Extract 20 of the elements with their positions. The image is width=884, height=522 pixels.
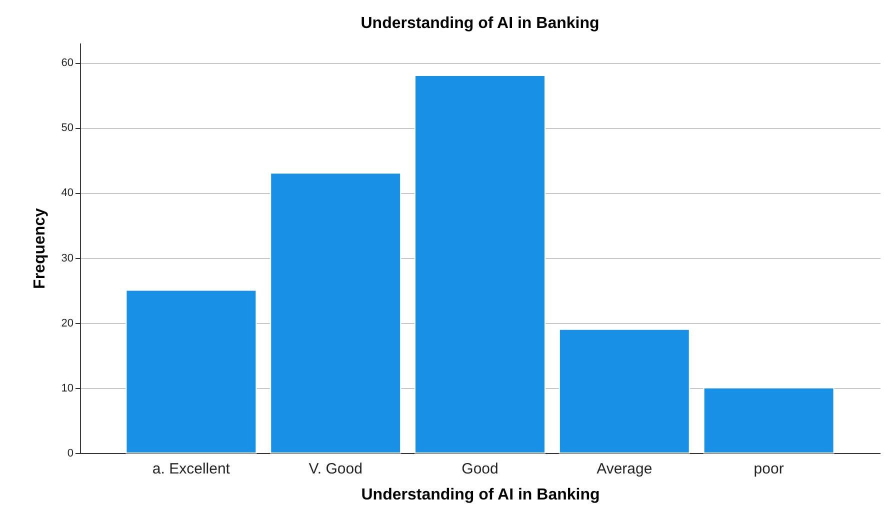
y-tick-label: 10 — [61, 382, 74, 394]
bar — [414, 75, 546, 454]
y-tick-label: 20 — [61, 317, 74, 330]
y-tick-label: 40 — [61, 187, 74, 200]
x-axis-title: Understanding of AI in Banking — [361, 486, 600, 504]
x-tick-label: a. Excellent — [152, 460, 231, 478]
bar — [558, 328, 690, 454]
y-tick-label: 50 — [61, 122, 74, 134]
chart-title: Understanding of AI in Banking — [360, 15, 600, 32]
x-tick-label: poor — [754, 460, 784, 478]
x-tick-label: V. Good — [308, 460, 362, 478]
bar — [703, 387, 834, 454]
y-tick-label: 30 — [61, 252, 74, 264]
x-tick-label: Average — [596, 460, 652, 478]
y-axis-title: Frequency — [31, 208, 48, 289]
y-tick-label: 0 — [67, 448, 74, 460]
bar — [270, 172, 402, 454]
x-tick-label: Good — [462, 460, 498, 478]
bar — [126, 290, 257, 454]
y-tick-label: 60 — [61, 57, 74, 70]
